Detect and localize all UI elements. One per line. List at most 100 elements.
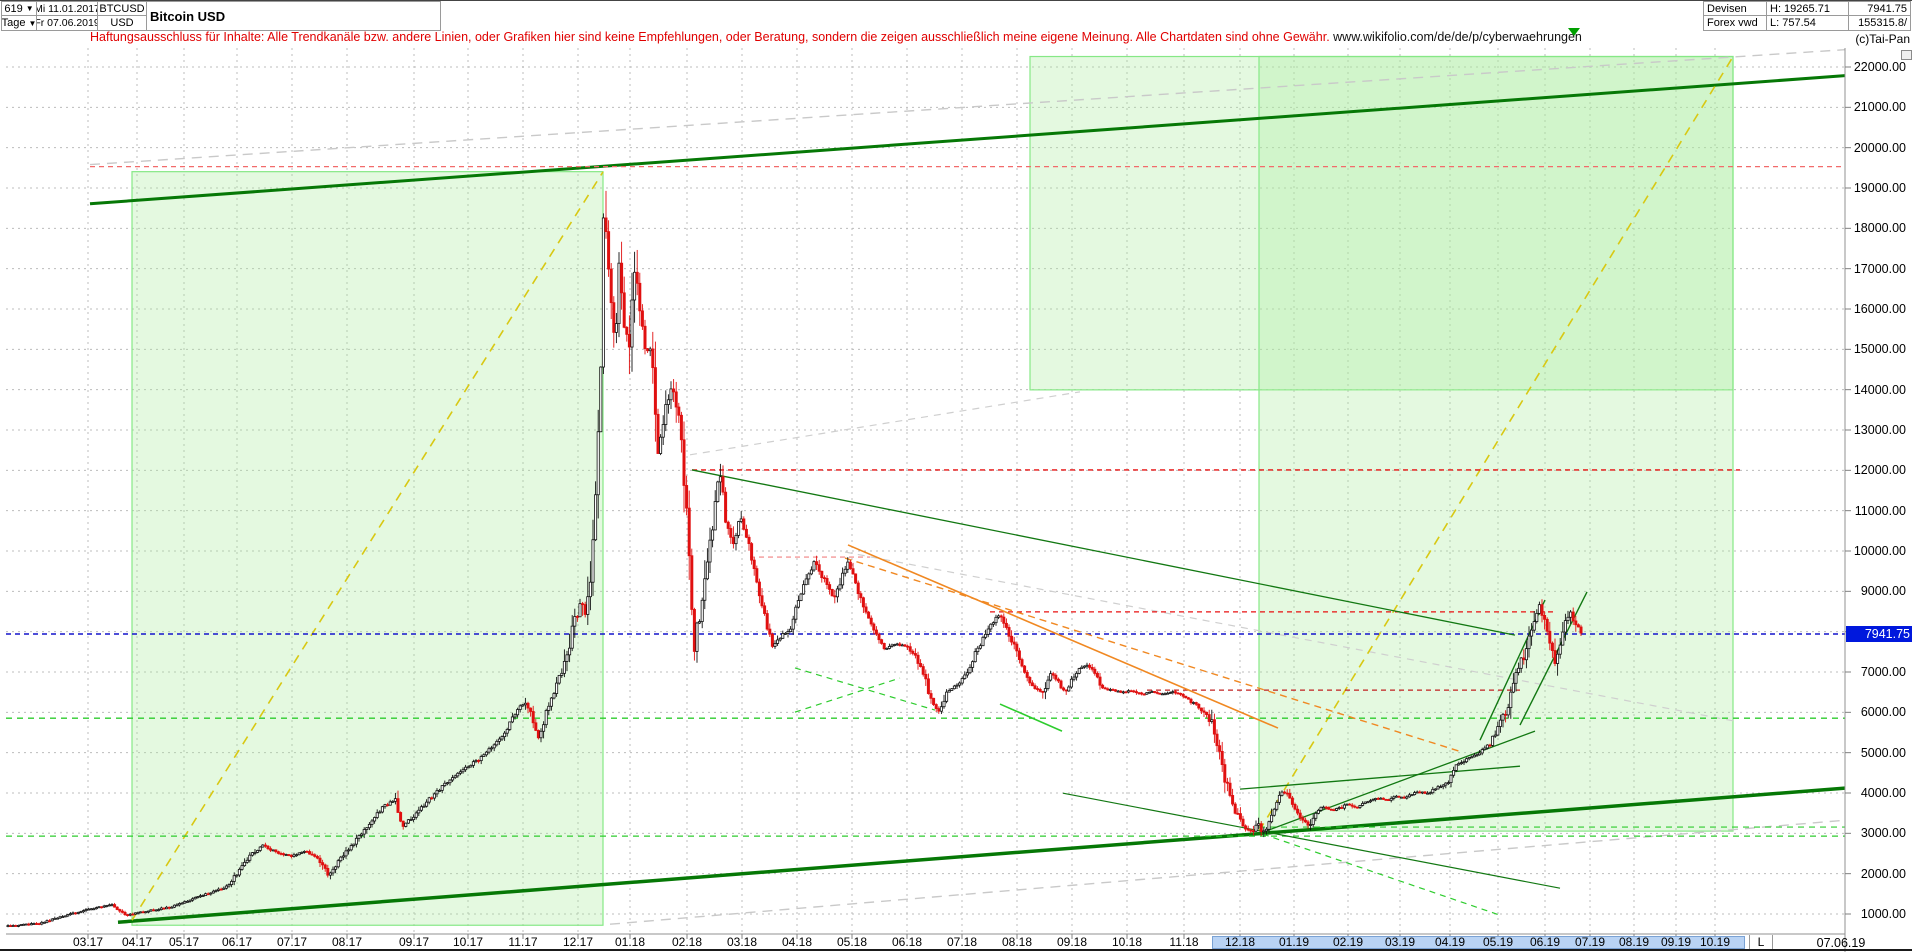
date-from-value: Mi 11.01.2017 (36, 2, 98, 15)
symbol-value: BTCUSD (99, 2, 145, 15)
period-value: Tage (1, 17, 26, 29)
price-axis-label: 2000.00 (1860, 866, 1906, 881)
time-axis-label: 05.18 (836, 935, 868, 949)
price-axis-label: 21000.00 (1853, 100, 1906, 115)
time-axis-label: 07.19 (1574, 935, 1606, 949)
period-dropdown[interactable]: Tage ▼ (1, 15, 37, 31)
price-axis-label: 5000.00 (1860, 745, 1906, 760)
time-axis-label: 04.18 (781, 935, 813, 949)
time-axis-label: 08.17 (331, 935, 363, 949)
time-axis-label: 07.17 (276, 935, 308, 949)
chevron-down-icon: ▼ (28, 18, 37, 28)
green-fan-2019 (1262, 730, 1536, 833)
chart-marker-triangle-icon (1568, 28, 1580, 36)
price-axis-label: 12000.00 (1853, 463, 1906, 478)
disclaimer-text: Haftungsausschluss für Inhalte: Alle Tre… (90, 30, 1582, 44)
trend-box-right-upper (1029, 55, 1734, 391)
green-falling-dashed (1262, 833, 1501, 916)
time-axis-label: 05.19 (1482, 935, 1514, 949)
time-axis-label: 01.19 (1278, 935, 1310, 949)
wikifolio-link[interactable]: www.wikifolio.com/de/de/p/cyberwaehrunge… (1329, 30, 1582, 44)
price-axis-label: 7000.00 (1860, 664, 1906, 679)
time-axis-label: 08.18 (1001, 935, 1033, 949)
price-axis-label: 14000.00 (1853, 382, 1906, 397)
last-price-cell: 7941.75 (1848, 1, 1911, 16)
time-axis-label: 04.17 (121, 935, 153, 949)
chart-corner-widget[interactable] (1901, 50, 1912, 60)
candles (6, 190, 1583, 928)
price-axis-label: 19000.00 (1853, 180, 1906, 195)
time-axis-label: 12.18 (1224, 935, 1256, 949)
price-axis-label: 18000.00 (1853, 221, 1906, 236)
price-axis-label: 20000.00 (1853, 140, 1906, 155)
price-axis-label: 16000.00 (1853, 301, 1906, 316)
trend-lines (6, 48, 1845, 925)
lower-channel-line (117, 786, 1845, 924)
yellow-diagonal-2019 (1258, 56, 1734, 832)
time-axis-label: 06.19 (1529, 935, 1561, 949)
time-axis-label: 08.19 (1618, 935, 1650, 949)
time-axis-label: 11.18 (1169, 935, 1199, 949)
time-axis-label: 02.18 (671, 935, 703, 949)
time-axis-label: 03.17 (72, 935, 104, 949)
volume-cell: 155315.8/ (1848, 15, 1911, 31)
time-axis-label: 10.17 (452, 935, 484, 949)
price-axis-label: 11000.00 (1854, 503, 1906, 518)
time-axis-label: 07.18 (946, 935, 978, 949)
price-axis-label: 10000.00 (1853, 543, 1906, 558)
green-falling-lower (1062, 792, 1561, 889)
symbol-cell[interactable]: BTCUSD (97, 1, 147, 16)
axis-last-date: 07.06.19 (1816, 936, 1866, 950)
time-axis-label: 06.17 (221, 935, 253, 949)
horizontal-scrollbar[interactable] (1212, 936, 1745, 949)
time-axis-label: 09.18 (1056, 935, 1088, 949)
plot-borders (6, 48, 1851, 952)
price-axis-label: 22000.00 (1853, 60, 1906, 74)
gray-falling-long (844, 551, 1736, 722)
date-from-field[interactable]: Mi 11.01.2017 (36, 1, 98, 16)
date-to-field[interactable]: Fr 07.06.2019 (36, 15, 98, 31)
low-cell: L: 757.54 (1766, 15, 1849, 31)
bars-count-value: 619 (4, 2, 23, 15)
price-axis-label: 17000.00 (1853, 261, 1906, 276)
trend-boxes (131, 55, 1734, 926)
trend-box-2017 (131, 171, 604, 926)
green-downtrend-2018 (691, 469, 1516, 636)
green-short-aug18 (999, 703, 1063, 732)
time-axis-label: 10.19 (1699, 935, 1731, 949)
gray-rising-short (689, 391, 1081, 456)
market-cell: Devisen (1703, 1, 1767, 16)
gray-channel-top (89, 48, 1845, 166)
price-axis-label: 9000.00 (1860, 584, 1906, 599)
bars-count-dropdown[interactable]: 619 ▼ (1, 1, 37, 16)
upper-channel-line (89, 74, 1845, 206)
time-axis-label: 09.19 (1660, 935, 1692, 949)
time-axis-label: 10.18 (1111, 935, 1143, 949)
time-axis-label: 04.19 (1434, 935, 1466, 949)
window-top-border (0, 0, 1912, 1)
price-axis-label: 3000.00 (1860, 826, 1906, 841)
yellow-diagonal-2017 (131, 171, 604, 921)
time-axis-label: 03.19 (1384, 935, 1416, 949)
high-cell: H: 19265.71 (1766, 1, 1849, 16)
axis-l-label: L (1749, 935, 1773, 950)
plot-area[interactable] (6, 48, 1845, 934)
orange-downtrend-solid (847, 544, 1279, 729)
time-axis-label: 03.18 (726, 935, 758, 949)
chevron-down-icon: ▼ (25, 4, 34, 13)
time-axis-label: 12.17 (562, 935, 594, 949)
time-axis-label: 06.18 (891, 935, 923, 949)
window-bottom-border (0, 949, 1912, 951)
price-axis-label: 15000.00 (1853, 342, 1906, 357)
price-axis-label: 4000.00 (1860, 785, 1906, 800)
price-axis-label: 13000.00 (1853, 422, 1906, 437)
time-axis-label: 02.19 (1332, 935, 1364, 949)
time-axis-label: 01.18 (614, 935, 646, 949)
instrument-title: Bitcoin USD (146, 1, 441, 31)
price-axis-label: 1000.00 (1860, 906, 1906, 921)
time-axis-label: 05.17 (168, 935, 200, 949)
feed-cell: Forex vwd (1703, 15, 1767, 31)
price-axis-label: 6000.00 (1860, 705, 1906, 720)
